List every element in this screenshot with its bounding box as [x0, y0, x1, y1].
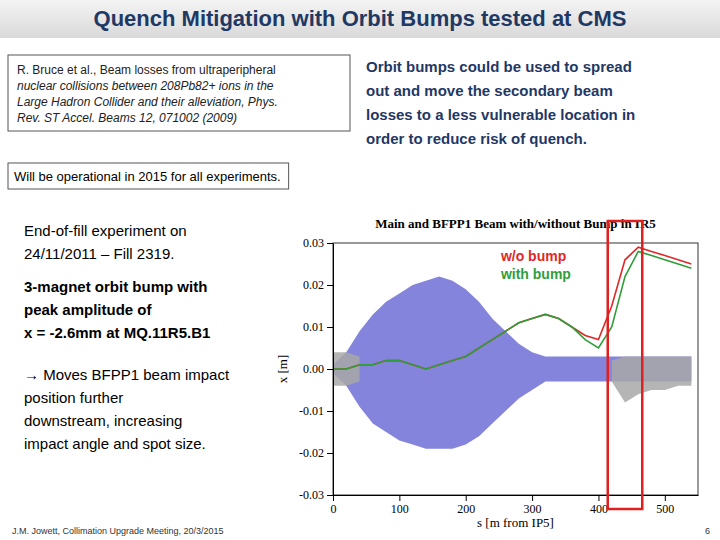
- y-tick: 0.02: [303, 278, 333, 292]
- reference-text: Large Hadron Collider and their alleviat…: [17, 95, 278, 109]
- effect-text: impact angle and spot size.: [24, 435, 206, 452]
- effect-text: downstream, increasing: [24, 412, 182, 429]
- y-tick-mark: [327, 369, 333, 370]
- footer: J.M. Jowett, Collimation Upgrade Meeting…: [12, 526, 224, 536]
- reference-text: R. Bruce et al., Beam losses from ultrap…: [17, 63, 276, 77]
- y-tick-label: 0.01: [303, 320, 324, 334]
- x-tick-mark: [532, 495, 533, 501]
- y-tick-mark: [327, 327, 333, 328]
- x-tick-mark: [399, 495, 400, 501]
- x-tick: 500: [656, 495, 674, 516]
- x-tick: 300: [524, 495, 542, 516]
- x-tick-mark: [466, 495, 467, 501]
- y-tick-label: -0.03: [299, 488, 324, 502]
- beam-envelope: [333, 352, 691, 402]
- y-tick-mark: [327, 453, 333, 454]
- x-tick-label: 0: [331, 502, 337, 516]
- reference-text: nuclear collisions between 208Pb82+ ions…: [17, 79, 274, 93]
- x-tick: 400: [590, 495, 608, 516]
- x-tick-mark: [598, 495, 599, 501]
- experiment-text: End-of-fill experiment on: [24, 222, 187, 239]
- orbit-line: [333, 247, 691, 369]
- legend-entry: with bump: [500, 266, 571, 282]
- beam-envelope: [333, 277, 691, 449]
- y-axis: -0.03 -0.02 -0.01 0.00 0.01 0.02 0.03: [299, 236, 334, 502]
- y-tick: -0.02: [299, 446, 333, 460]
- reference-box: [8, 55, 350, 131]
- x-tick-mark: [333, 495, 334, 501]
- y-tick-mark: [327, 243, 333, 244]
- summary-text: losses to a less vulnerable location in: [366, 106, 635, 123]
- note-box: [8, 163, 289, 189]
- legend-entry: w/o bump: [500, 248, 566, 264]
- y-tick-mark: [327, 495, 333, 496]
- effect-text: position further: [24, 389, 123, 406]
- slide-title: Quench Mitigation with Orbit Bumps teste…: [94, 6, 627, 31]
- y-tick: 0.03: [303, 236, 333, 250]
- x-tick: 200: [457, 495, 475, 516]
- x-tick-label: 400: [590, 502, 608, 516]
- chart: Main and BFPP1 Beam with/without Bump in…: [275, 216, 699, 530]
- slide: Quench Mitigation with Orbit Bumps teste…: [0, 0, 720, 540]
- y-axis-title: x [m]: [275, 355, 290, 384]
- reference-text: Rev. ST Accel. Beams 12, 071002 (2009): [17, 111, 237, 125]
- y-tick-label: 0.00: [303, 362, 324, 376]
- chart-title: Main and BFPP1 Beam with/without Bump in…: [375, 216, 656, 231]
- y-tick-label: -0.01: [299, 404, 324, 418]
- y-tick-label: -0.02: [299, 446, 324, 460]
- y-tick: -0.01: [299, 404, 333, 418]
- y-tick-label: 0.03: [303, 236, 324, 250]
- effect-text: → Moves BFPP1 beam impact: [24, 366, 230, 383]
- x-tick-label: 500: [656, 502, 674, 516]
- summary-text: out and move the secondary beam: [366, 82, 613, 99]
- bump-text: 3-magnet orbit bump with: [24, 278, 207, 295]
- highlight-box: [608, 221, 643, 509]
- y-tick-mark: [327, 411, 333, 412]
- x-tick: 100: [391, 495, 409, 516]
- y-tick: 0.00: [303, 362, 333, 376]
- note-text: Will be operational in 2015 for all expe…: [14, 169, 281, 184]
- axis-line: [334, 495, 699, 496]
- axis-line: [333, 244, 334, 496]
- orbit-line: [333, 251, 691, 369]
- summary-text: Orbit bumps could be used to spread: [366, 58, 632, 75]
- y-tick: -0.03: [299, 488, 333, 502]
- y-tick-label: 0.02: [303, 278, 324, 292]
- plot-area: [333, 247, 691, 449]
- y-tick-mark: [327, 285, 333, 286]
- x-tick: 0: [331, 495, 337, 516]
- bump-text: x = -2.6mm at MQ.11R5.B1: [24, 324, 210, 341]
- bump-text: peak amplitude of: [24, 301, 153, 318]
- summary-text: order to reduce risk of quench.: [366, 130, 587, 147]
- page-number: 6: [705, 526, 710, 536]
- x-axis-title: s [m from IP5]: [477, 515, 554, 530]
- x-tick-label: 200: [457, 502, 475, 516]
- x-tick-mark: [665, 495, 666, 501]
- experiment-text: 24/11/2011 – Fill 2319.: [24, 245, 174, 262]
- x-tick-label: 100: [391, 502, 409, 516]
- title-bar: [0, 0, 720, 38]
- x-tick-label: 300: [524, 502, 542, 516]
- y-tick: 0.01: [303, 320, 333, 334]
